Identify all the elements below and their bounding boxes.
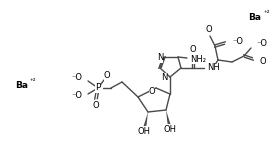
Polygon shape <box>143 112 148 126</box>
Text: OH: OH <box>137 127 150 136</box>
Text: O: O <box>149 88 155 96</box>
Text: ⁺²: ⁺² <box>30 79 37 85</box>
Text: O: O <box>259 57 266 66</box>
Polygon shape <box>166 110 170 124</box>
Text: Ba: Ba <box>16 82 29 90</box>
Text: O: O <box>104 72 110 81</box>
Text: O: O <box>190 45 196 54</box>
Text: OH: OH <box>163 126 176 134</box>
Text: ⁻O: ⁻O <box>232 37 243 45</box>
Text: N: N <box>161 73 167 82</box>
Text: P: P <box>95 83 101 92</box>
Text: ⁻O: ⁻O <box>71 74 82 82</box>
Text: ⁻O: ⁻O <box>71 91 82 101</box>
Text: O: O <box>93 101 99 110</box>
Text: Ba: Ba <box>248 14 261 22</box>
Text: ⁺²: ⁺² <box>264 11 271 17</box>
Text: NH: NH <box>207 64 220 73</box>
Text: ⁻O: ⁻O <box>256 39 267 49</box>
Text: O: O <box>206 25 212 35</box>
Text: NH₂: NH₂ <box>190 54 206 64</box>
Text: N: N <box>157 53 163 62</box>
